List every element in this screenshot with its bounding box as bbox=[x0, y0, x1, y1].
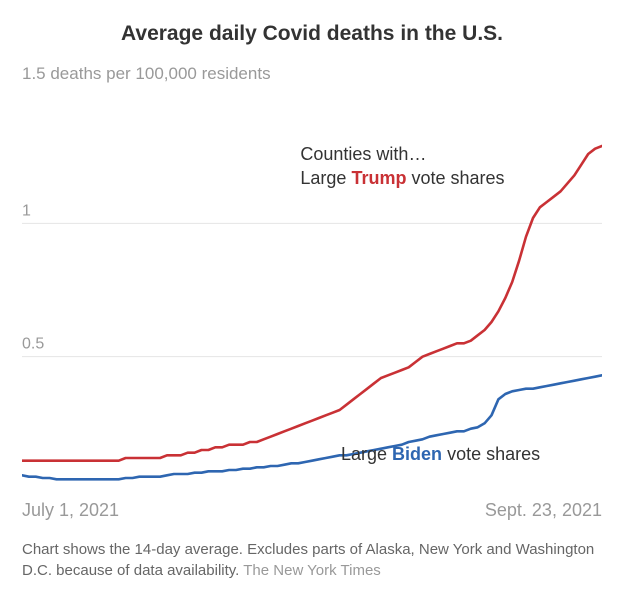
annotation-biden-post: vote shares bbox=[442, 444, 540, 464]
annotation-trump-pre: Large bbox=[300, 168, 351, 188]
x-axis-end-label: Sept. 23, 2021 bbox=[485, 500, 602, 521]
annotation-trump-emph: Trump bbox=[351, 168, 406, 188]
y-tick-label: 1 bbox=[22, 202, 31, 219]
x-axis-labels: July 1, 2021 Sept. 23, 2021 bbox=[22, 500, 602, 521]
plot-area: 0.5 1 Counties with… Large Trump vote sha… bbox=[22, 90, 602, 490]
y-axis-top-label: 1.5 deaths per 100,000 residents bbox=[22, 64, 602, 84]
annotation-biden: Large Biden vote shares bbox=[341, 442, 540, 466]
annotation-trump-prefix: Counties with… bbox=[300, 144, 426, 164]
x-axis-start-label: July 1, 2021 bbox=[22, 500, 119, 521]
chart-container: Average daily Covid deaths in the U.S. 1… bbox=[0, 0, 624, 591]
annotation-biden-pre: Large bbox=[341, 444, 392, 464]
annotation-trump: Counties with… Large Trump vote shares bbox=[300, 142, 504, 191]
y-tick-label: 0.5 bbox=[22, 336, 44, 353]
annotation-trump-post: vote shares bbox=[406, 168, 504, 188]
chart-title: Average daily Covid deaths in the U.S. bbox=[22, 22, 602, 46]
series-line-trump bbox=[22, 146, 602, 461]
footnote-source: The New York Times bbox=[243, 562, 381, 579]
annotation-biden-emph: Biden bbox=[392, 444, 442, 464]
chart-footnote: Chart shows the 14-day average. Excludes… bbox=[22, 539, 602, 581]
